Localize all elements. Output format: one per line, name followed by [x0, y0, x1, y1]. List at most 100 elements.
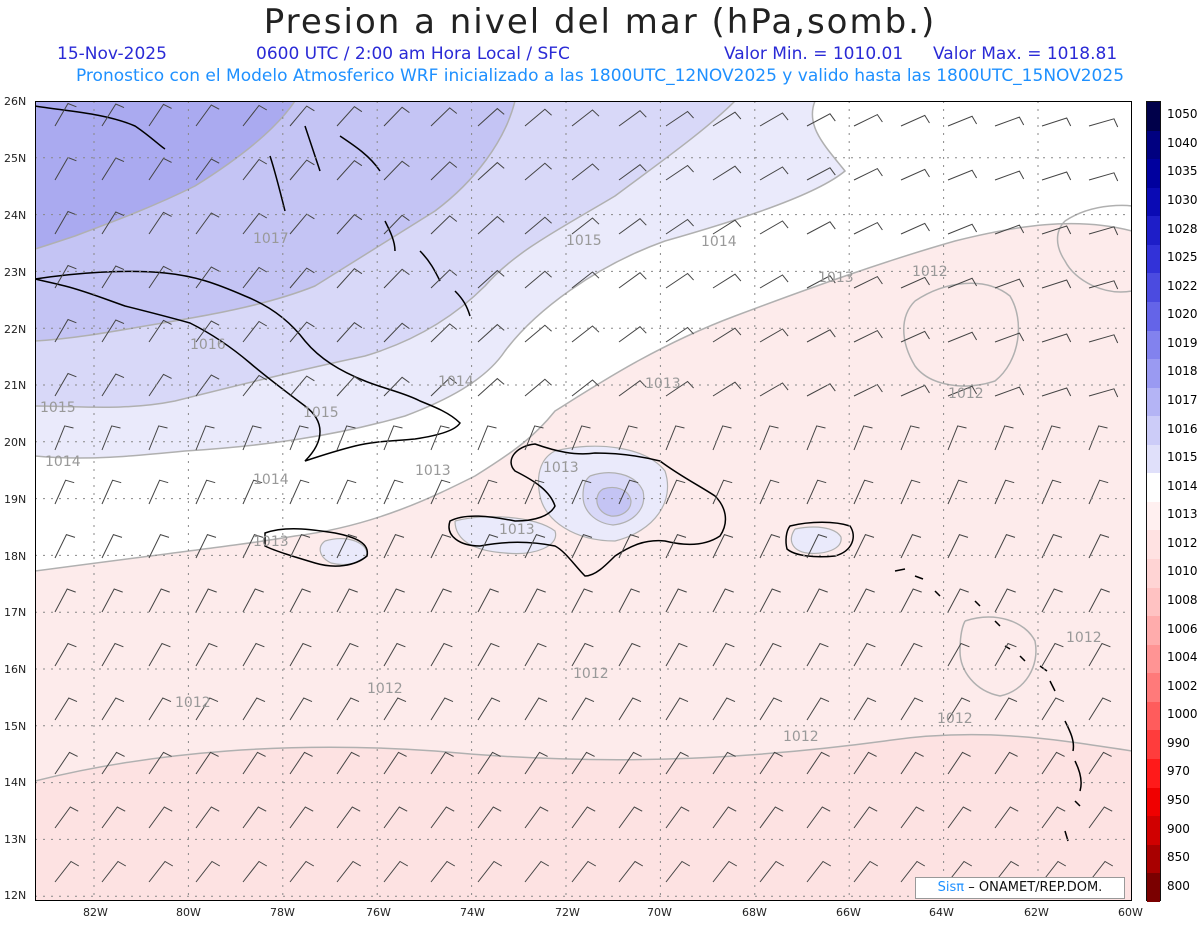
lat-label: 14N	[4, 776, 27, 789]
coastlines	[35, 105, 1082, 842]
colorbar-label: 1014	[1167, 478, 1198, 493]
colorbar-swatch	[1147, 187, 1160, 217]
colorbar-swatch	[1147, 701, 1160, 731]
colorbar-swatch	[1147, 844, 1160, 874]
colorbar-swatch	[1147, 159, 1160, 188]
contour-label-group: 1017 1016 1015 1014 1013 1012 1015 1014 …	[40, 231, 1102, 745]
colorbar-label: 1013	[1167, 507, 1198, 522]
contour-label: 1013	[253, 534, 289, 550]
colorbar-label: 1050	[1167, 107, 1198, 122]
colorbar-swatch	[1147, 216, 1160, 245]
colorbar-label: 1040	[1167, 135, 1198, 150]
lat-label: 19N	[4, 493, 27, 506]
lat-label: 21N	[4, 379, 27, 392]
contour-label: 1012	[912, 264, 948, 280]
colorbar-label: 1015	[1167, 450, 1198, 465]
lon-label: 66W	[836, 906, 861, 919]
lon-label: 78W	[270, 906, 295, 919]
pressure-field: 1017 1016 1015 1014 1013 1012 1015 1014 …	[35, 101, 1132, 901]
lat-label: 13N	[4, 833, 27, 846]
contour-label: 1014	[701, 234, 737, 250]
lat-label: 26N	[4, 95, 27, 108]
lon-label: 68W	[742, 906, 767, 919]
lat-label: 20N	[4, 436, 27, 449]
lat-label: 25N	[4, 152, 27, 165]
zone-1011	[35, 734, 1132, 901]
contour-label: 1016	[190, 337, 226, 353]
map-title: Presion a nivel del mar (hPa,somb.)	[263, 2, 937, 42]
contour-label: 1012	[367, 681, 403, 697]
colorbar-swatch	[1147, 416, 1160, 445]
contour-label: 1015	[566, 233, 602, 249]
colorbar-swatch	[1147, 501, 1160, 531]
colorbar-label: 1006	[1167, 621, 1198, 636]
colorbar-label: 1035	[1167, 164, 1198, 179]
colorbar-label: 1000	[1167, 707, 1198, 722]
colorbar-label: 1012	[1167, 535, 1198, 550]
contour-label: 1013	[645, 376, 681, 392]
pressure-map: 1017 1016 1015 1014 1013 1012 1015 1014 …	[35, 101, 1132, 901]
zone-1017	[35, 101, 295, 249]
contour-label: 1013	[818, 270, 854, 286]
contour-label: 1014	[45, 454, 81, 470]
lon-label: 80W	[176, 906, 201, 919]
sispi-logo: Sisπ	[937, 880, 965, 895]
lat-lon-grid	[35, 101, 1132, 901]
map-frame	[35, 101, 1132, 901]
lon-label: 70W	[647, 906, 672, 919]
lat-label: 12N	[4, 889, 27, 902]
colorbar-label: 1017	[1167, 393, 1198, 407]
colorbar-swatch	[1147, 444, 1160, 474]
colorbar-swatch	[1147, 616, 1160, 645]
colorbar-swatch	[1147, 644, 1160, 674]
wind-barbs	[54, 102, 1119, 883]
valor-min: Valor Min. = 1010.01	[724, 44, 904, 64]
colorbar-swatch	[1147, 673, 1160, 702]
colorbar-swatch	[1147, 559, 1160, 588]
colorbar-swatch	[1147, 273, 1160, 302]
lon-label: 76W	[366, 906, 391, 919]
lon-label: 74W	[460, 906, 485, 919]
lat-label: 23N	[4, 266, 27, 279]
colorbar-swatch	[1147, 730, 1160, 759]
colorbar-swatch	[1147, 102, 1160, 131]
colorbar-label: 1004	[1167, 650, 1198, 665]
colorbar-label: 850	[1167, 850, 1190, 865]
lat-label: 22N	[4, 323, 27, 336]
colorbar-label: 990	[1167, 735, 1190, 750]
contour-label: 1014	[438, 374, 474, 390]
colorbar-label: 1025	[1167, 250, 1198, 265]
colorbar-swatch	[1147, 873, 1160, 902]
contour-label: 1015	[303, 405, 339, 421]
contour-label: 1013	[499, 522, 535, 538]
colorbar-swatch	[1147, 301, 1160, 331]
colorbar	[1146, 101, 1161, 902]
colorbar-label: 800	[1167, 878, 1190, 893]
credit-box: Sisπ – ONAMET/REP.DOM.	[915, 877, 1125, 899]
lat-label: 24N	[4, 209, 27, 222]
colorbar-label: 1002	[1167, 678, 1198, 693]
hispaniola-highs	[319, 445, 842, 566]
lon-label: 64W	[929, 906, 954, 919]
credit-text: – ONAMET/REP.DOM.	[968, 880, 1103, 895]
isobars	[35, 101, 1132, 782]
contour-label: 1013	[543, 460, 579, 476]
colorbar-swatch	[1147, 816, 1160, 845]
colorbar-swatch	[1147, 473, 1160, 502]
contour-label: 1015	[40, 400, 76, 416]
colorbar-label: 1018	[1167, 364, 1198, 379]
colorbar-label: 1010	[1167, 564, 1198, 579]
colorbar-swatch	[1147, 530, 1160, 559]
forecast-time: 0600 UTC / 2:00 am Hora Local / SFC	[256, 44, 570, 64]
lon-label: 62W	[1024, 906, 1049, 919]
colorbar-swatch	[1147, 244, 1160, 274]
colorbar-label: 950	[1167, 793, 1190, 807]
contour-label: 1012	[1066, 630, 1102, 646]
colorbar-label: 970	[1167, 764, 1190, 779]
colorbar-swatch	[1147, 758, 1160, 788]
lon-label: 72W	[555, 906, 580, 919]
contour-label: 1013	[415, 463, 451, 479]
lon-label: 82W	[83, 906, 108, 919]
colorbar-swatch	[1147, 330, 1160, 360]
contour-label: 1012	[783, 729, 819, 745]
